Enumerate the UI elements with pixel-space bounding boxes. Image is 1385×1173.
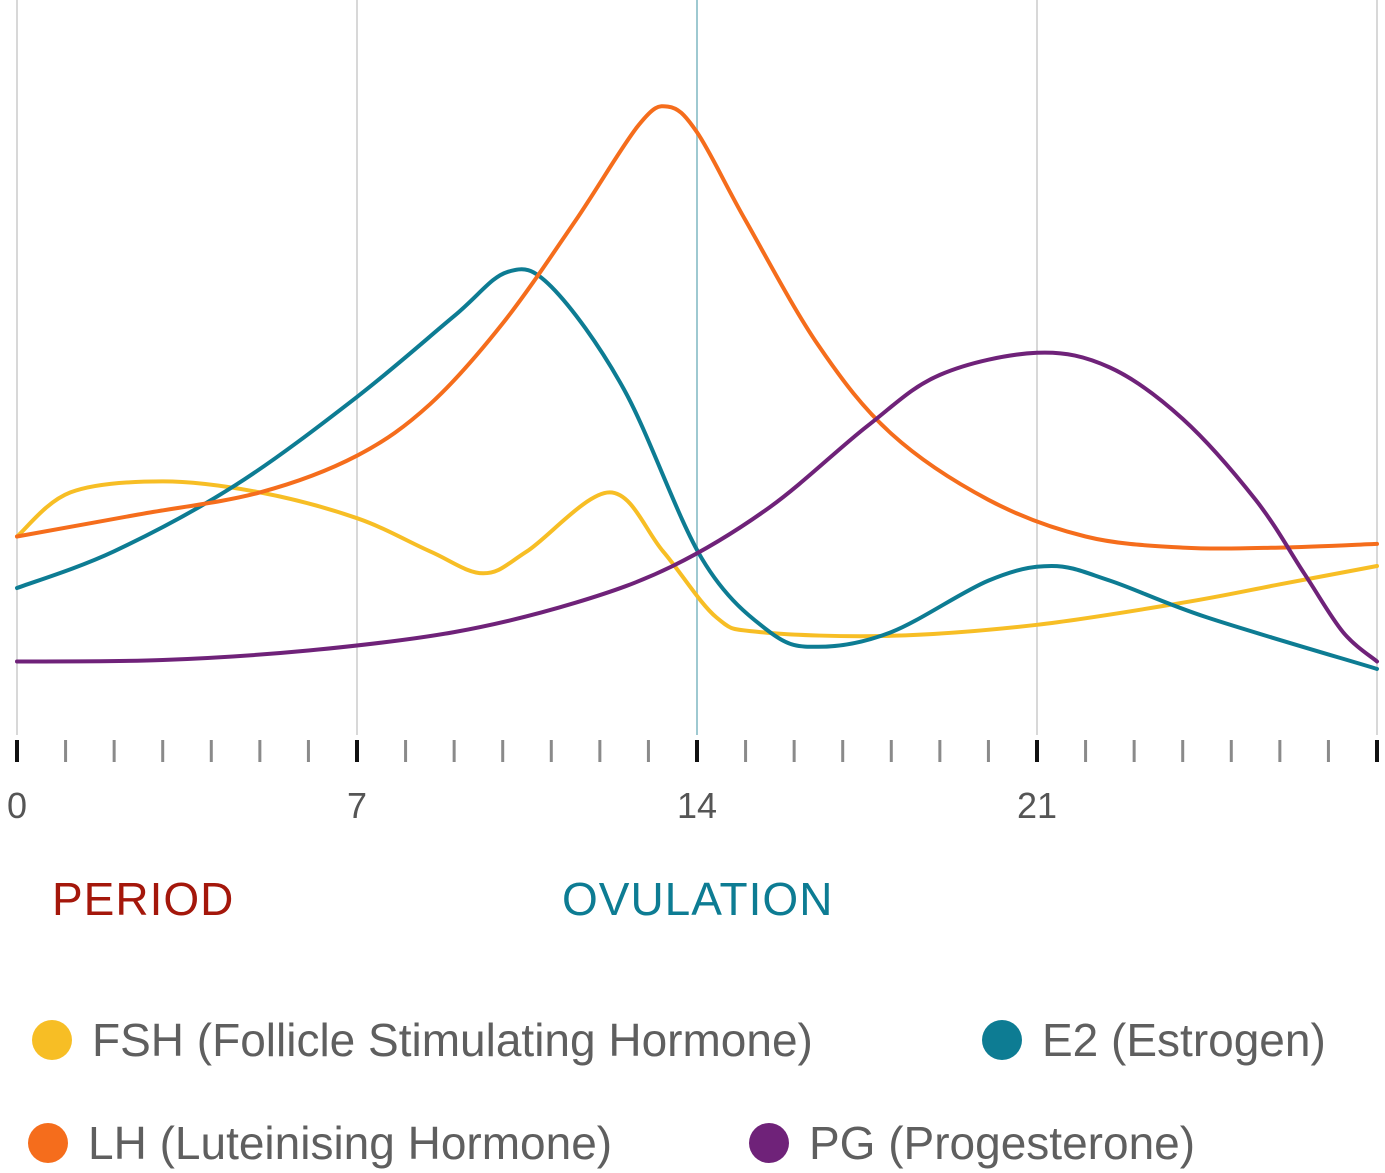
legend-item-fsh: FSH (Follicle Stimulating Hormone) (32, 1010, 813, 1070)
legend-item-e2: E2 (Estrogen) (982, 1010, 1326, 1070)
x-tick-label: 14 (677, 785, 717, 826)
legend-item-lh: LH (Luteinising Hormone) (28, 1113, 612, 1173)
legend-dot-pg (749, 1123, 789, 1163)
legend-dot-e2 (982, 1020, 1022, 1060)
lh-line (15, 104, 1379, 551)
grid-layer (16, 0, 1378, 735)
x-tick-label: 7 (347, 785, 367, 826)
legend-label-pg: PG (Progesterone) (809, 1117, 1196, 1169)
legend-dot-lh (28, 1123, 68, 1163)
legend-label-e2: E2 (Estrogen) (1042, 1014, 1326, 1066)
legend-item-pg: PG (Progesterone) (749, 1113, 1195, 1173)
e2-line (15, 267, 1379, 671)
x-axis: 0 7 14 21 (7, 740, 1379, 826)
x-tick-label: 0 (7, 785, 27, 826)
legend-dot-fsh (32, 1020, 72, 1060)
pg-line (15, 350, 1379, 664)
ovulation-label: OVULATION (562, 873, 834, 925)
period-label: PERIOD (52, 873, 235, 925)
series-layer (15, 104, 1379, 671)
legend-label-fsh: FSH (Follicle Stimulating Hormone) (92, 1014, 813, 1066)
x-tick-label: 21 (1017, 785, 1057, 826)
hormone-chart: 0 7 14 21 (7, 0, 1379, 826)
legend-label-lh: LH (Luteinising Hormone) (88, 1117, 613, 1169)
fsh-line (15, 479, 1379, 639)
